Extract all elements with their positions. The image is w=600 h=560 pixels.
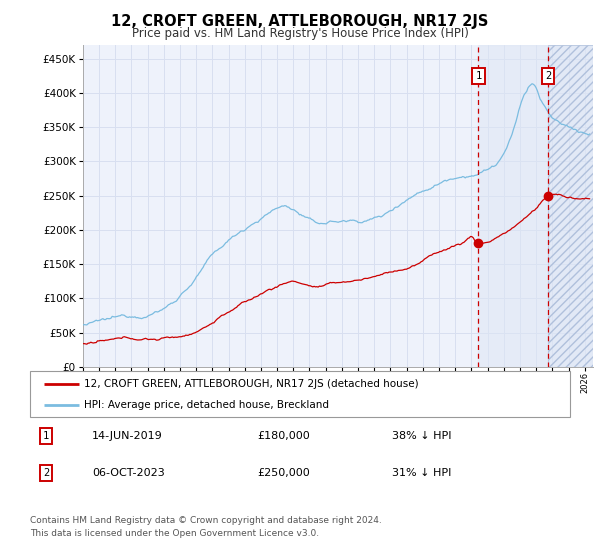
Text: 31% ↓ HPI: 31% ↓ HPI [392, 468, 451, 478]
Text: 2: 2 [545, 71, 551, 81]
Text: £180,000: £180,000 [257, 431, 310, 441]
Bar [478, 45, 548, 367]
Text: HPI: Average price, detached house, Breckland: HPI: Average price, detached house, Brec… [84, 400, 329, 410]
Text: 12, CROFT GREEN, ATTLEBOROUGH, NR17 2JS (detached house): 12, CROFT GREEN, ATTLEBOROUGH, NR17 2JS … [84, 379, 419, 389]
Bar [548, 45, 593, 367]
FancyBboxPatch shape [30, 371, 570, 417]
Text: 12, CROFT GREEN, ATTLEBOROUGH, NR17 2JS: 12, CROFT GREEN, ATTLEBOROUGH, NR17 2JS [112, 14, 488, 29]
Text: 1: 1 [43, 431, 49, 441]
Text: 14-JUN-2019: 14-JUN-2019 [92, 431, 163, 441]
Text: 06-OCT-2023: 06-OCT-2023 [92, 468, 165, 478]
Text: Contains HM Land Registry data © Crown copyright and database right 2024.
This d: Contains HM Land Registry data © Crown c… [30, 516, 382, 538]
Text: Price paid vs. HM Land Registry's House Price Index (HPI): Price paid vs. HM Land Registry's House … [131, 27, 469, 40]
Text: 1: 1 [475, 71, 482, 81]
Text: 38% ↓ HPI: 38% ↓ HPI [392, 431, 451, 441]
Bar [548, 45, 593, 367]
Text: 2: 2 [43, 468, 49, 478]
Text: £250,000: £250,000 [257, 468, 310, 478]
